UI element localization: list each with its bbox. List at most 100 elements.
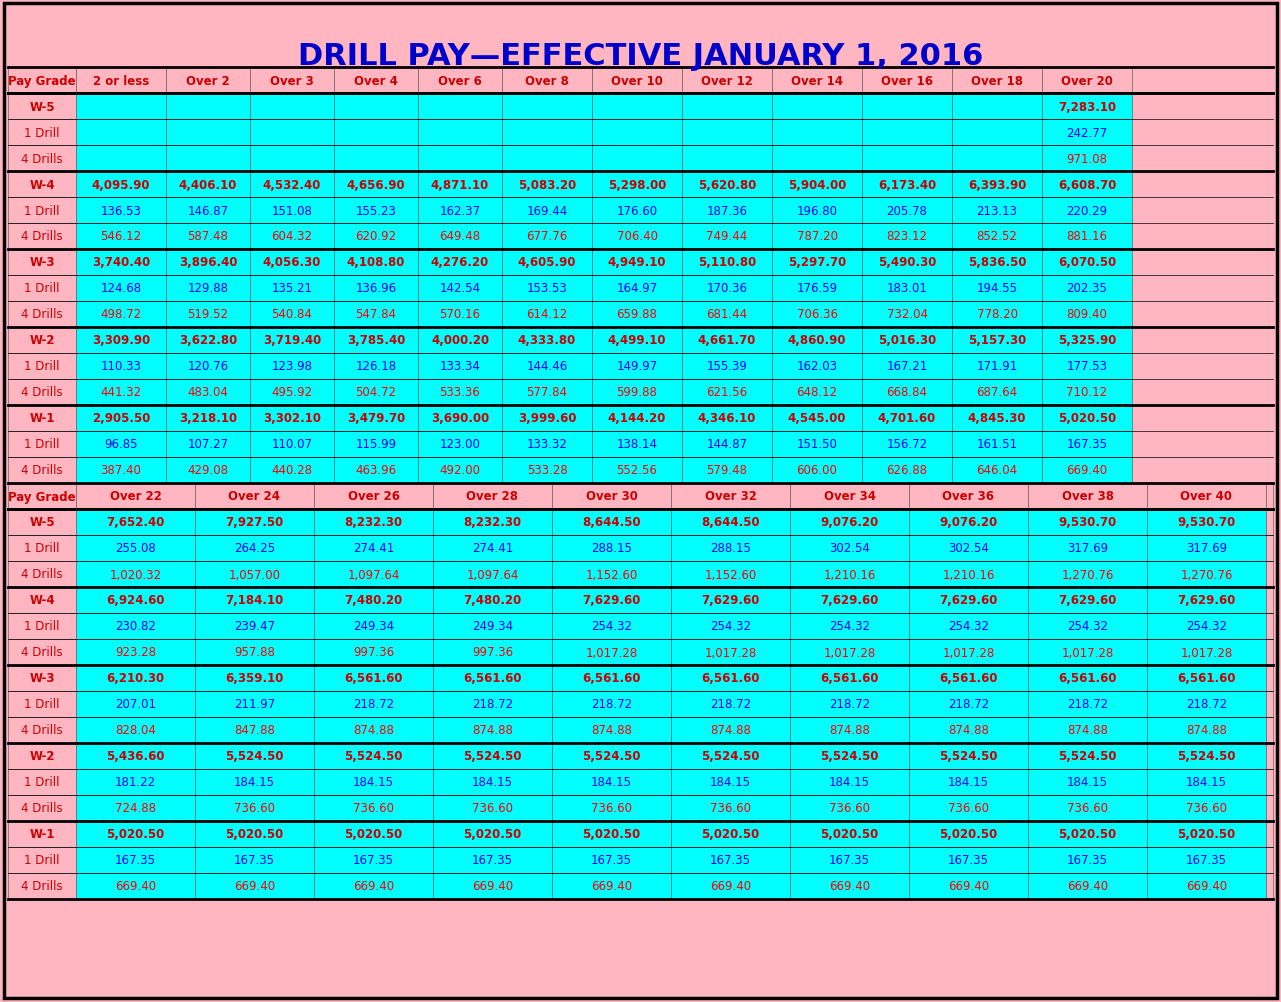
Text: 587.48: 587.48 [187,230,228,243]
Text: 3,740.40: 3,740.40 [92,257,150,270]
Bar [76,509,195,535]
Bar [8,484,76,509]
Text: 710.12: 710.12 [1067,386,1108,399]
Text: Over 34: Over 34 [824,490,875,503]
Text: 3,690.00: 3,690.00 [430,412,489,425]
Bar [772,223,862,249]
Text: 736.60: 736.60 [234,802,275,815]
Text: 669.40: 669.40 [710,880,751,893]
Bar [195,639,314,665]
Text: 7,927.50: 7,927.50 [225,516,283,529]
Bar [433,613,552,639]
Bar [418,328,502,354]
Bar [862,380,952,406]
Bar [592,68,681,94]
Bar [952,68,1041,94]
Bar [671,691,790,717]
Text: 184.15: 184.15 [591,776,632,789]
Text: 4,056.30: 4,056.30 [263,257,322,270]
Text: 218.72: 218.72 [948,697,989,710]
Bar [8,380,76,406]
Text: 6,561.60: 6,561.60 [1058,671,1117,684]
Text: 161.51: 161.51 [976,438,1017,451]
Text: 3,479.70: 3,479.70 [347,412,405,425]
Text: 483.04: 483.04 [187,386,228,399]
Bar [952,432,1041,458]
Text: 852.52: 852.52 [976,230,1017,243]
Text: 498.72: 498.72 [100,309,142,322]
Text: 162.37: 162.37 [439,204,480,217]
Text: 4 Drills: 4 Drills [22,802,63,815]
Bar [1146,639,1266,665]
Text: 387.40: 387.40 [101,464,141,477]
Bar [862,328,952,354]
Text: 3,218.10: 3,218.10 [179,412,237,425]
Bar [195,822,314,847]
Bar [1146,613,1266,639]
Bar [1266,770,1273,796]
Text: 669.40: 669.40 [354,880,395,893]
Bar [910,691,1027,717]
Bar [8,770,76,796]
Text: 155.39: 155.39 [707,360,747,373]
Bar [790,717,910,743]
Text: 669.40: 669.40 [591,880,632,893]
Bar [418,120,502,146]
Text: 8,232.30: 8,232.30 [345,516,402,529]
Text: 9,076.20: 9,076.20 [939,516,998,529]
Bar [772,120,862,146]
Text: 874.88: 874.88 [1186,723,1227,736]
Text: 1,017.28: 1,017.28 [824,646,876,659]
Bar [1266,639,1273,665]
Bar [8,249,76,276]
Bar [1041,94,1132,120]
Text: 736.60: 736.60 [591,802,632,815]
Bar [314,873,433,899]
Text: 706.40: 706.40 [616,230,657,243]
Bar [195,743,314,770]
Bar [772,328,862,354]
Text: 218.72: 218.72 [829,697,870,710]
Text: 254.32: 254.32 [591,620,632,633]
Bar [167,276,250,302]
Bar [790,691,910,717]
Bar [8,171,76,197]
Bar [1146,587,1266,613]
Text: 1,152.60: 1,152.60 [705,568,757,581]
Bar [671,484,790,509]
Bar [195,665,314,691]
Bar [433,665,552,691]
Bar [671,743,790,770]
Text: 177.53: 177.53 [1067,360,1108,373]
Bar [76,847,195,873]
Bar [314,822,433,847]
Bar [681,171,772,197]
Bar [910,770,1027,796]
Text: W-2: W-2 [29,749,55,763]
Text: 648.12: 648.12 [797,386,838,399]
Text: 5,020.50: 5,020.50 [106,828,165,841]
Text: 519.52: 519.52 [187,309,228,322]
Text: 1,017.28: 1,017.28 [585,646,638,659]
Bar [76,796,195,822]
Text: 6,393.90: 6,393.90 [968,178,1026,191]
Bar [910,639,1027,665]
Bar [76,613,195,639]
Bar [910,796,1027,822]
Bar [433,743,552,770]
Text: 211.97: 211.97 [234,697,275,710]
Bar [76,276,167,302]
Bar [1266,587,1273,613]
Text: 3,999.60: 3,999.60 [518,412,576,425]
Text: 96.85: 96.85 [104,438,138,451]
Bar [772,380,862,406]
Bar [314,484,433,509]
Text: 463.96: 463.96 [355,464,397,477]
Bar [862,120,952,146]
Text: 4,860.90: 4,860.90 [788,334,847,347]
Bar [910,587,1027,613]
Text: 579.48: 579.48 [707,464,748,477]
Bar [8,743,76,770]
Bar [334,120,418,146]
Bar [790,587,910,613]
